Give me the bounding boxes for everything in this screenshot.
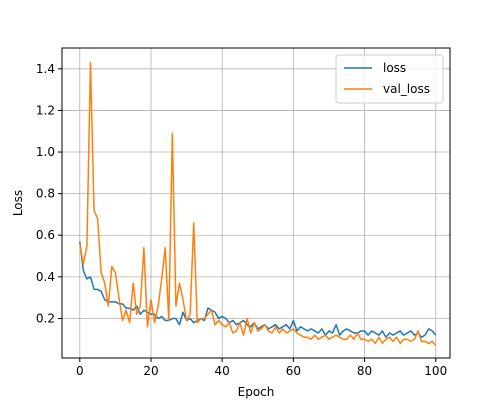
plot-frame — [61, 47, 451, 359]
x-tick-label: 100 — [424, 364, 447, 378]
legend-label-val-loss: val_loss — [383, 82, 430, 96]
series-line-val-loss — [79, 61, 437, 347]
y-tick-label: 1.4 — [36, 62, 55, 76]
y-tick-label: 0.6 — [36, 228, 55, 242]
y-tick-label: 0.4 — [36, 270, 55, 284]
x-tick-label: 60 — [286, 364, 301, 378]
x-tick-label: 40 — [215, 364, 230, 378]
y-tick-label: 1.2 — [36, 103, 55, 117]
x-tick-label: 0 — [76, 364, 84, 378]
series-line-loss — [79, 241, 437, 338]
y-tick-label: 0.8 — [36, 187, 55, 201]
legend-box — [335, 54, 444, 104]
legend: loss val_loss — [335, 54, 444, 104]
x-axis-label: Epoch — [238, 385, 275, 399]
x-tick-label: 20 — [143, 364, 158, 378]
tick-layer: 0 20 40 60 80 100 0.2 0.4 0.6 0.8 1.0 1.2 1.4 — [36, 62, 447, 378]
x-tick-label: 80 — [357, 364, 372, 378]
y-axis-label: Loss — [11, 190, 25, 216]
series-layer — [79, 61, 437, 347]
legend-label-loss: loss — [383, 61, 406, 75]
y-tick-label: 1.0 — [36, 145, 55, 159]
y-tick-label: 0.2 — [36, 311, 55, 325]
